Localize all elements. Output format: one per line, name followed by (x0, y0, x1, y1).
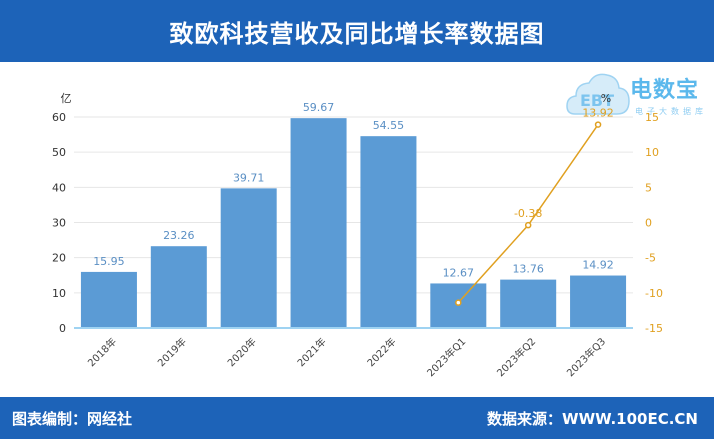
bar (360, 136, 417, 328)
x-tick-label: 2023年Q2 (494, 335, 538, 379)
y-left-tick-label: 40 (52, 181, 66, 194)
y-left-tick-label: 20 (52, 252, 66, 265)
x-tick-label: 2020年 (225, 335, 259, 369)
bar-value-label: 15.95 (93, 255, 125, 268)
bar (290, 118, 347, 329)
x-tick-label: 2019年 (155, 335, 189, 369)
cloud-icon: EBT (566, 73, 630, 115)
y-left-tick-label: 30 (52, 217, 66, 230)
y-left-tick-label: 10 (52, 287, 66, 300)
line-value-label: -0.38 (514, 207, 542, 220)
bar-value-label: 14.92 (582, 259, 614, 272)
y-right-axis-label: % (601, 92, 611, 105)
footer-source: 数据来源：WWW.100EC.CN (487, 410, 698, 428)
bar (150, 246, 207, 328)
logo-watermark-text: EBT (580, 91, 614, 110)
line-point (524, 221, 532, 229)
y-left-axis-label: 亿 (61, 92, 72, 105)
bar-value-label: 54.55 (373, 119, 405, 132)
y-left-tick-label: 60 (52, 111, 66, 124)
logo-tagline: 电子大数据库 (635, 107, 707, 116)
y-right-tick-label: -15 (645, 322, 663, 335)
footer-editor: 图表编制：网经社 (12, 410, 133, 428)
y-right-tick-label: 5 (645, 181, 652, 194)
x-tick-label: 2018年 (85, 335, 119, 369)
bar (500, 279, 557, 328)
y-right-tick-label: 10 (645, 146, 659, 159)
footer: 图表编制：网经社 数据来源：WWW.100EC.CN (0, 397, 714, 439)
chart: 0 10 20 30 40 50 60 -15 -10 -5 0 5 10 15 亿 % 15.95 23.26 3… (52, 92, 663, 379)
y-right-tick-label: 0 (645, 217, 652, 230)
x-tick-label: 2023年Q3 (564, 335, 608, 379)
x-tick-label: 2021年 (294, 335, 328, 369)
y-right-tick-label: -10 (645, 287, 663, 300)
line-point (455, 299, 462, 306)
y-right-tick-label: 15 (645, 111, 659, 124)
x-tick-label: 2023年Q1 (424, 335, 468, 379)
page-title: 致欧科技营收及同比增长率数据图 (0, 0, 714, 62)
bar (220, 188, 277, 328)
logo: EBT 电数宝 电子大数据库 (565, 66, 713, 126)
bar-value-label: 23.26 (163, 229, 195, 242)
y-left-tick-label: 50 (52, 146, 66, 159)
bar (80, 271, 137, 328)
bar (570, 275, 627, 328)
y-left-tick-label: 0 (59, 322, 66, 335)
bar-value-label: 12.67 (443, 266, 475, 279)
line-value-label: 13.92 (582, 107, 614, 120)
bar-value-label: 13.76 (512, 263, 544, 276)
x-tick-label: 2022年 (364, 335, 398, 369)
bar-value-label: 59.67 (303, 101, 335, 114)
logo-brand: 电数宝 (630, 78, 700, 103)
y-right-tick-label: -5 (645, 252, 656, 265)
line-point (594, 121, 602, 128)
bar-value-label: 39.71 (233, 171, 265, 184)
